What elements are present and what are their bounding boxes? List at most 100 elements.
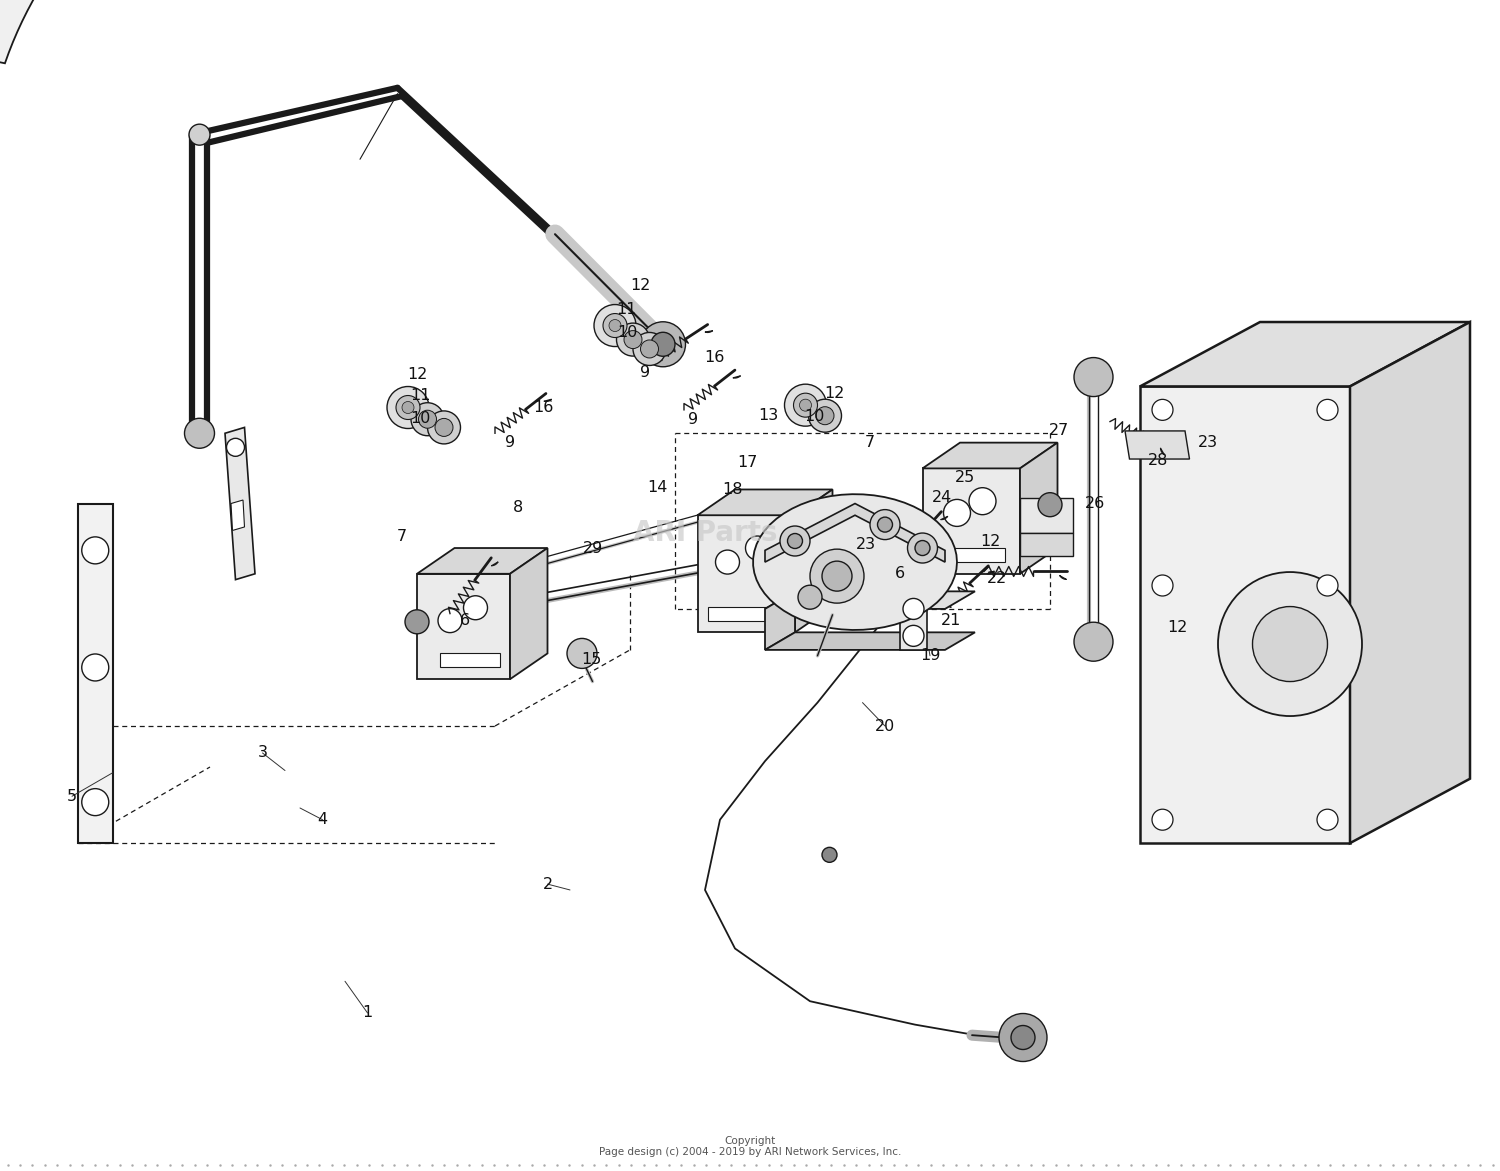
Circle shape <box>594 304 636 347</box>
Text: 18: 18 <box>722 482 742 497</box>
Circle shape <box>1074 357 1113 397</box>
Text: 23: 23 <box>855 537 876 552</box>
Text: 20: 20 <box>874 719 896 733</box>
Circle shape <box>794 393 818 417</box>
Text: 12: 12 <box>980 534 1000 548</box>
Polygon shape <box>934 548 1005 562</box>
Polygon shape <box>837 533 892 560</box>
Circle shape <box>903 625 924 646</box>
Circle shape <box>435 418 453 437</box>
Circle shape <box>624 330 642 349</box>
Circle shape <box>808 399 842 432</box>
Polygon shape <box>765 504 945 562</box>
Polygon shape <box>1020 498 1072 533</box>
Circle shape <box>81 788 108 816</box>
Circle shape <box>800 399 812 411</box>
Circle shape <box>633 333 666 365</box>
Text: 9: 9 <box>688 412 698 426</box>
Text: 27: 27 <box>1048 424 1070 438</box>
Text: Copyright
Page design (c) 2004 - 2019 by ARI Network Services, Inc.: Copyright Page design (c) 2004 - 2019 by… <box>598 1136 902 1157</box>
Circle shape <box>798 586 822 609</box>
Circle shape <box>1317 399 1338 420</box>
Polygon shape <box>765 632 975 650</box>
Circle shape <box>746 536 770 560</box>
Circle shape <box>609 320 621 331</box>
Polygon shape <box>734 376 741 378</box>
Circle shape <box>903 598 924 619</box>
Text: 11: 11 <box>410 389 430 403</box>
Polygon shape <box>1020 443 1058 574</box>
Text: 26: 26 <box>1084 497 1106 511</box>
Polygon shape <box>544 399 552 402</box>
Polygon shape <box>940 516 948 520</box>
Polygon shape <box>922 468 1020 574</box>
Text: 7: 7 <box>398 529 406 543</box>
Circle shape <box>1317 575 1338 596</box>
Circle shape <box>640 322 686 367</box>
Circle shape <box>1152 399 1173 420</box>
Circle shape <box>411 403 444 436</box>
Circle shape <box>226 438 244 457</box>
Polygon shape <box>1140 386 1350 843</box>
Text: 9: 9 <box>506 436 515 450</box>
Text: 22: 22 <box>987 571 1008 586</box>
Text: 4: 4 <box>318 813 327 827</box>
Circle shape <box>1252 607 1328 682</box>
Polygon shape <box>900 597 927 650</box>
Polygon shape <box>492 562 498 566</box>
Polygon shape <box>987 571 994 574</box>
Text: 10: 10 <box>616 326 638 340</box>
Circle shape <box>651 333 675 356</box>
Circle shape <box>969 487 996 515</box>
Polygon shape <box>753 494 957 630</box>
Polygon shape <box>417 548 548 574</box>
Text: 9: 9 <box>640 365 650 379</box>
Text: 11: 11 <box>616 302 638 316</box>
Polygon shape <box>417 574 510 679</box>
Text: 29: 29 <box>582 541 603 555</box>
Text: 17: 17 <box>736 456 758 470</box>
Polygon shape <box>1140 322 1470 386</box>
Text: 2: 2 <box>543 877 552 891</box>
Polygon shape <box>698 515 795 632</box>
Text: 16: 16 <box>704 350 724 364</box>
Circle shape <box>387 386 429 429</box>
Text: 6: 6 <box>896 567 904 581</box>
Circle shape <box>1152 809 1173 830</box>
Polygon shape <box>708 607 780 621</box>
Circle shape <box>81 536 108 564</box>
Polygon shape <box>78 504 112 843</box>
Polygon shape <box>440 653 500 667</box>
Circle shape <box>81 653 108 682</box>
Circle shape <box>1011 1026 1035 1049</box>
Text: 5: 5 <box>68 789 76 803</box>
Text: 12: 12 <box>824 386 844 400</box>
Text: 6: 6 <box>460 614 470 628</box>
Polygon shape <box>0 0 975 63</box>
Circle shape <box>427 411 460 444</box>
Circle shape <box>402 402 414 413</box>
Text: 7: 7 <box>865 436 874 450</box>
Text: 12: 12 <box>1167 621 1188 635</box>
Circle shape <box>1038 493 1062 516</box>
Text: 1: 1 <box>363 1006 372 1020</box>
Polygon shape <box>1020 533 1072 556</box>
Text: 14: 14 <box>646 480 668 494</box>
Polygon shape <box>698 489 832 515</box>
Text: 23: 23 <box>1197 436 1218 450</box>
Circle shape <box>1218 573 1362 715</box>
Text: 3: 3 <box>258 746 267 760</box>
Circle shape <box>944 499 970 527</box>
Text: 13: 13 <box>758 409 778 423</box>
Circle shape <box>396 396 420 419</box>
Polygon shape <box>922 443 1058 468</box>
Circle shape <box>870 509 900 540</box>
Circle shape <box>184 418 214 448</box>
Circle shape <box>780 526 810 556</box>
Circle shape <box>908 533 938 563</box>
Circle shape <box>784 384 826 426</box>
Text: 24: 24 <box>932 491 952 505</box>
Circle shape <box>878 518 892 532</box>
Text: 15: 15 <box>580 652 602 666</box>
Text: 12: 12 <box>630 279 651 293</box>
